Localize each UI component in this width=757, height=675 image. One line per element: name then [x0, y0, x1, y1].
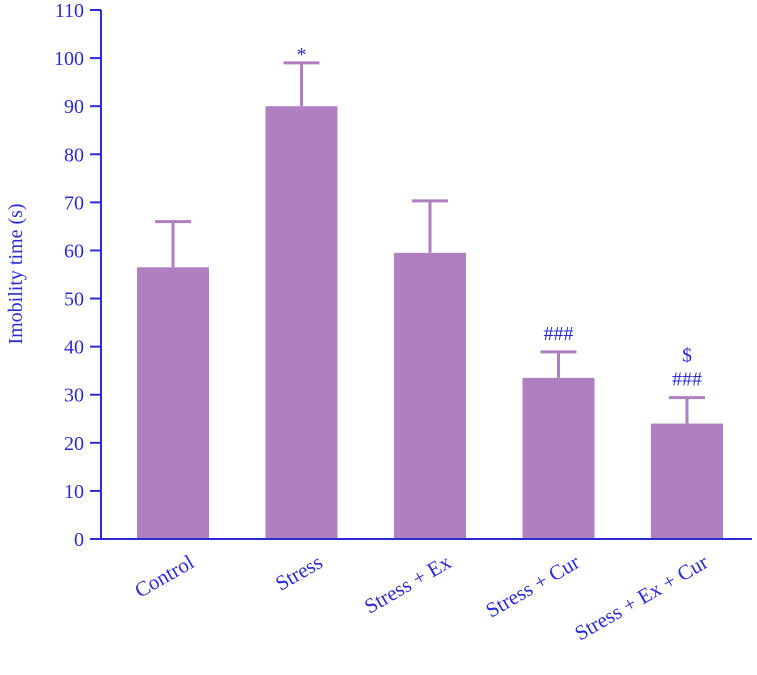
x-category-label: Stress + Cur	[482, 550, 584, 623]
axes-layer	[100, 10, 752, 540]
bar	[137, 267, 209, 539]
x-category-label: Stress	[271, 550, 326, 596]
bar	[651, 423, 723, 539]
error-bars-layer	[155, 61, 705, 424]
y-tick-label: 100	[54, 48, 84, 70]
y-tick-label: 70	[64, 192, 84, 214]
x-category-label: Control	[131, 550, 199, 603]
y-tick-label: 10	[64, 481, 84, 503]
y-tick-label: 60	[64, 240, 84, 262]
bars-layer	[137, 106, 723, 540]
significance-annotation: ###	[672, 369, 702, 391]
y-tick-label: 20	[64, 433, 84, 455]
significance-annotation: $	[682, 345, 692, 367]
y-tick-label: 30	[64, 385, 84, 407]
significance-annotation: *	[297, 44, 307, 66]
bar	[265, 106, 338, 539]
significance-annotation: ###	[544, 323, 574, 345]
y-axis-title: Imobility time (s)	[5, 203, 27, 344]
x-category-label: Stress + Ex	[360, 549, 455, 618]
y-tick-label: 80	[64, 144, 84, 166]
y-ticks-layer: 0 10 20 30 40 50 60 70 80 90 100 110	[54, 0, 101, 551]
y-tick-label: 90	[64, 96, 84, 118]
y-tick-label: 40	[64, 337, 84, 359]
y-tick-label: 0	[74, 529, 84, 551]
annotations-layer: *###$###	[297, 44, 703, 391]
bar	[394, 252, 466, 540]
bar	[522, 377, 595, 539]
y-tick-label: 50	[64, 289, 84, 311]
x-labels-layer: Control Stress Stress + Ex Stress + CurStre…	[131, 549, 713, 645]
y-tick-label: 110	[55, 0, 84, 22]
x-category-label: Stress + Ex + Cur	[570, 550, 712, 646]
